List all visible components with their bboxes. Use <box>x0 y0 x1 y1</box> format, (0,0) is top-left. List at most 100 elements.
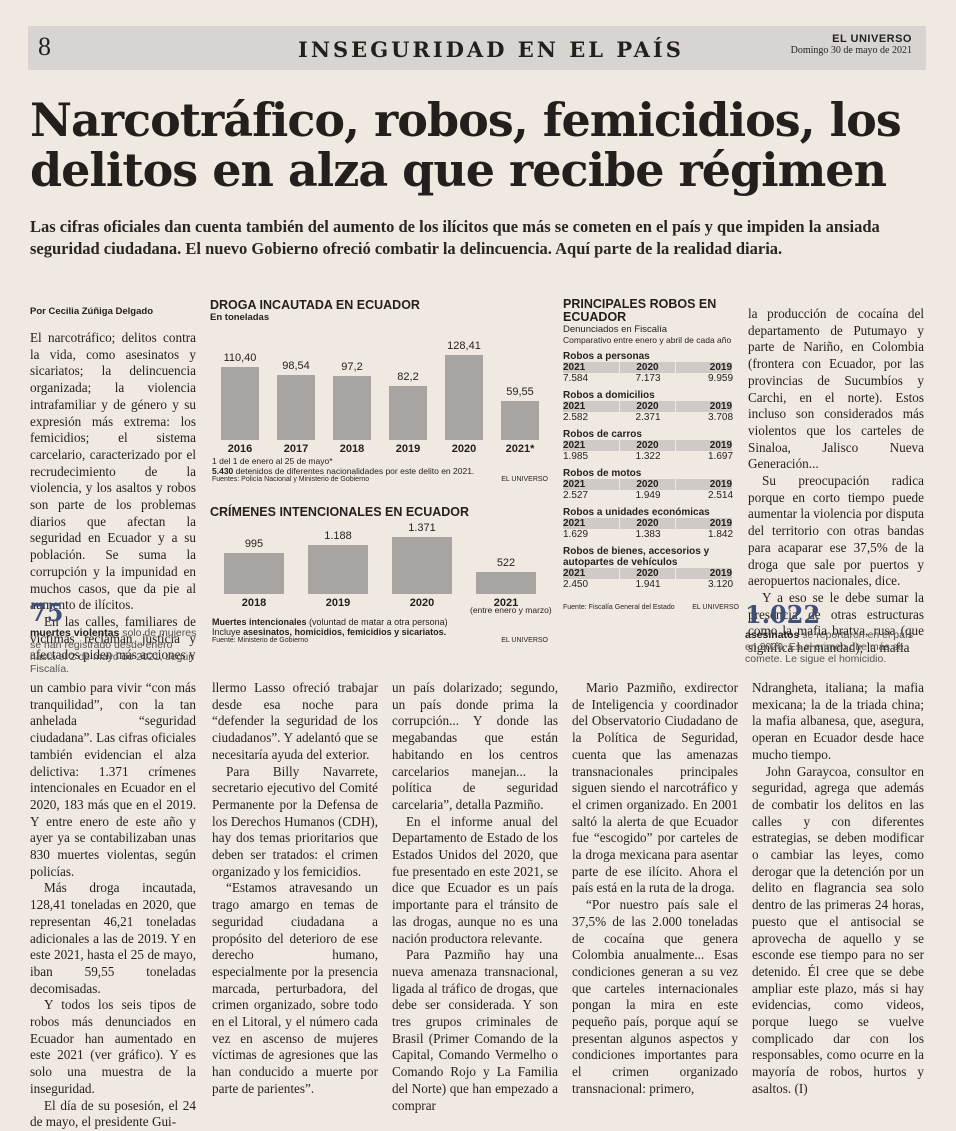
table-title: PRINCIPALES ROBOS EN ECUADOR <box>563 297 717 324</box>
paragraph: Para Pazmiño hay una nueva amenaza trans… <box>392 947 558 1113</box>
bar-value-label: 522 <box>496 557 516 569</box>
x-tick-label: 2019 <box>395 443 421 455</box>
section-band <box>28 26 926 70</box>
drug-bar-area: 110,40 2016 98,54 2017 97,2 2018 82,2 2019 128,4… <box>212 336 548 456</box>
page-number: 8 <box>38 32 51 61</box>
bar-2018 <box>333 376 371 440</box>
paragraph: Y todos los seis tipos de robos más denu… <box>30 997 196 1096</box>
pull-stat-right: 1.022 asesinatos se reportaron en el paí… <box>745 600 925 665</box>
year-header: 2019 <box>676 401 734 412</box>
paragraph: Más droga incautada, 128,41 toneladas en… <box>30 880 196 996</box>
robbery-value: 2.371 <box>635 412 661 423</box>
paper-name: EL UNIVERSO <box>832 33 912 45</box>
robbery-value: 2.527 <box>563 490 589 501</box>
chart-credit: EL UNIVERSO <box>692 604 739 611</box>
year-header: 2020 <box>619 568 677 579</box>
table-subtitle2: Comparativo entre enero y abril de cada … <box>563 335 732 345</box>
bar-2021 <box>476 572 536 594</box>
robbery-value: 7.173 <box>635 373 661 384</box>
paragraph: un cambio para vivir “con más tranquilid… <box>30 680 196 879</box>
robbery-type: Robos a unidades económicas <box>563 507 710 518</box>
robbery-row: Robos a personas 2021 2020 2019 7.584 7.173 9.… <box>563 351 739 384</box>
robbery-value: 2.450 <box>563 579 589 590</box>
bar-2019 <box>389 386 427 440</box>
paragraph: “Por nuestro país sale el 37,5% de las 2… <box>572 897 738 1096</box>
robbery-type: Robos de carros <box>563 429 642 440</box>
bar-value-label: 97,2 <box>341 361 363 373</box>
robbery-type: Robos a personas <box>563 351 650 362</box>
paragraph: Y a eso se le debe sumar la presencia de… <box>748 589 924 656</box>
robbery-row: Robos de carros 2021 2020 2019 1.985 1.322 1.6… <box>563 429 739 462</box>
robbery-value: 9.959 <box>707 373 734 384</box>
bar-value-label: 995 <box>244 538 264 550</box>
x-tick-label: 2020 <box>409 597 435 609</box>
bar-value-label: 82,2 <box>397 371 419 383</box>
bar-2016 <box>221 367 259 440</box>
article-bottom-col5: Ndrangheta, italiana; la mafia mexicana;… <box>752 680 924 1098</box>
article-bottom-col4: Mario Pazmiño, exdirector de Inteligenci… <box>572 680 738 1098</box>
year-header: 2021 <box>563 401 620 412</box>
paragraph: Ndrangheta, italiana; la mafia mexicana;… <box>752 680 924 762</box>
bar-2019 <box>308 545 368 594</box>
year-header: 2019 <box>676 568 734 579</box>
x-tick-label: 2016 <box>227 443 253 455</box>
robbery-value: 1.941 <box>635 579 661 590</box>
crime-note-2021: (entre enero y marzo) <box>470 605 552 615</box>
masthead: EL UNIVERSO Domingo 30 de mayo de 2021 <box>791 33 912 56</box>
article-bottom-col3: un país dolarizado; segundo, un país don… <box>392 680 558 1114</box>
paragraph: un país dolarizado; segundo, un país don… <box>392 680 558 812</box>
year-header: 2021 <box>563 479 620 490</box>
year-header: 2021 <box>563 440 620 451</box>
chart-credit: EL UNIVERSO <box>501 476 548 483</box>
byline: Por Cecilia Zúñiga Delgado <box>30 306 153 317</box>
bar-2020 <box>392 537 452 594</box>
bar-value-label: 1.188 <box>324 530 352 542</box>
x-tick-label: 2019 <box>325 597 351 609</box>
robbery-value: 7.584 <box>563 373 589 384</box>
robbery-row: Robos de bienes, accesorios y autopartes… <box>563 546 739 590</box>
robbery-row: Robos de motos 2021 2020 2019 2.527 1.949 2.51… <box>563 468 739 501</box>
robbery-value: 1.383 <box>635 529 661 540</box>
paragraph: la producción de cocaína del departament… <box>748 306 924 472</box>
article-bottom-col2: llermo Lasso ofreció trabajar desde esa … <box>212 680 378 1098</box>
robbery-value: 1.697 <box>707 451 734 462</box>
bar-2020 <box>445 355 483 440</box>
headline: Narcotráfico, robos, femicidios, los del… <box>30 93 902 197</box>
drug-note-detained: 5.430 detenidos de diferentes nacionalid… <box>212 466 475 476</box>
year-header: 2019 <box>676 518 734 529</box>
paragraph: El día de su posesión, el 24 de mayo, el… <box>30 1097 196 1130</box>
robbery-value: 3.120 <box>707 579 734 590</box>
robbery-row: Robos a domicilios 2021 2020 2019 2.582 2.371… <box>563 390 739 423</box>
section-title: INSEGURIDAD EN EL PAÍS <box>298 37 684 62</box>
crime-chart-title: CRÍMENES INTENCIONALES EN ECUADOR <box>210 505 470 519</box>
chart-credit: EL UNIVERSO <box>501 637 548 644</box>
paragraph: John Garaycoa, consultor en seguridad, a… <box>752 763 924 1096</box>
year-header: 2020 <box>619 362 677 373</box>
x-tick-label: 2021 <box>493 597 519 609</box>
paragraph: Mario Pazmiño, exdirector de Inteligenci… <box>572 680 738 896</box>
pull-stat-text: asesinatos se reportaron en el país en 2… <box>745 629 914 665</box>
bar-2018 <box>224 553 284 594</box>
table-subtitle: Denunciados en Fiscalía <box>563 324 668 335</box>
chart-subtitle: En toneladas <box>210 312 270 323</box>
paragraph: En el informe anual del Departamento de … <box>392 813 558 946</box>
chart-source: Fuente: Fiscalía General del Estado <box>563 604 675 611</box>
robbery-row: Robos a unidades económicas 2021 2020 2019 1… <box>563 507 739 540</box>
bar-value-label: 98,54 <box>282 360 310 372</box>
bar-2017 <box>277 375 315 440</box>
article-col-right-top: la producción de cocaína del departament… <box>748 306 924 657</box>
paragraph: En las calles, familiares de víctimas re… <box>30 613 196 663</box>
robbery-value: 2.582 <box>563 412 589 423</box>
robbery-value: 1.949 <box>635 490 661 501</box>
year-header: 2020 <box>619 518 677 529</box>
pull-stat-left: 75 muertes violentas solo de mujeres se … <box>30 598 200 675</box>
x-tick-label: 2020 <box>451 443 477 455</box>
pull-stat-number: 1.022 <box>745 600 821 629</box>
paragraph: “Estamos atravesando un trago amargo en … <box>212 880 378 1096</box>
chart-source: Fuente: Ministerio de Gobierno <box>212 637 309 644</box>
robbery-value: 1.842 <box>707 529 734 540</box>
x-tick-label: 2018 <box>241 597 267 609</box>
chart-title: DROGA INCAUTADA EN ECUADOR <box>210 298 420 312</box>
pull-stat-number: 75 <box>30 598 64 627</box>
article-col1-top: El narcotráfico; delitos contra la vida,… <box>30 330 196 664</box>
